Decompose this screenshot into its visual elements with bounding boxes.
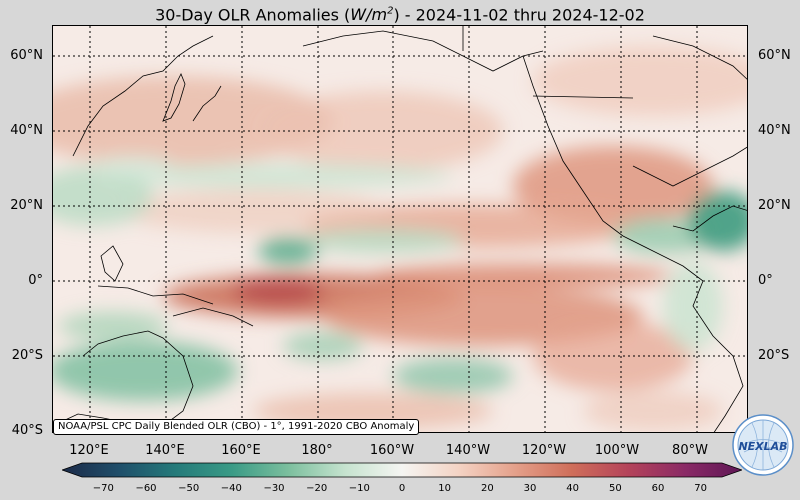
- colorbar-scale: [62, 462, 742, 478]
- colorbar: [62, 462, 742, 478]
- lat-label-left: 0°: [28, 273, 43, 288]
- nexlab-logo: NEXLAB: [732, 414, 794, 476]
- lon-label: 100°W: [594, 443, 640, 458]
- lat-label-left: 20°N: [10, 198, 43, 213]
- map-title: 30-Day OLR Anomalies (W/m2) - 2024-11-02…: [155, 5, 645, 25]
- colorbar-tick-label: 0: [398, 483, 406, 494]
- colorbar-tick-label: 40: [566, 483, 580, 494]
- lon-label: 160°W: [369, 443, 415, 458]
- colorbar-tick-label: 70: [694, 483, 708, 494]
- lat-label-right: 60°N: [758, 48, 791, 63]
- colorbar-tick-label: −70: [92, 483, 114, 494]
- lat-label-right: 20°N: [758, 198, 791, 213]
- lat-label-right: 20°S: [758, 348, 790, 363]
- anomaly-field: [53, 46, 747, 431]
- lon-label: 180°: [301, 443, 333, 458]
- lon-label: 120°W: [521, 443, 567, 458]
- colorbar-tick-label: 30: [523, 483, 537, 494]
- lon-label: 120°E: [69, 443, 109, 458]
- lat-label-right: 0°: [758, 273, 773, 288]
- colorbar-tick-label: −10: [348, 483, 370, 494]
- graticule: [53, 26, 747, 432]
- lat-label-left: 40°S: [11, 423, 43, 438]
- lon-label: 160°E: [221, 443, 261, 458]
- lat-label-left: 40°N: [10, 123, 43, 138]
- lon-label: 80°W: [672, 443, 708, 458]
- colorbar-tick-label: −60: [135, 483, 157, 494]
- lon-label: 140°W: [445, 443, 491, 458]
- olr-anomaly-map: [52, 25, 748, 433]
- colorbar-tick-label: 10: [438, 483, 452, 494]
- colorbar-tick-label: 60: [651, 483, 665, 494]
- colorbar-tick-label: 50: [608, 483, 622, 494]
- colorbar-tick-label: −20: [306, 483, 328, 494]
- colorbar-tick-label: −50: [178, 483, 200, 494]
- map-canvas: [53, 26, 747, 432]
- data-attribution: NOAA/PSL CPC Daily Blended OLR (CBO) - 1…: [53, 419, 420, 435]
- logo-text: NEXLAB: [738, 440, 787, 453]
- colorbar-tick-label: −40: [220, 483, 242, 494]
- lat-label-right: 40°N: [758, 123, 791, 138]
- colorbar-tick-label: 20: [480, 483, 494, 494]
- lat-label-left: 20°S: [11, 348, 43, 363]
- lat-label-left: 60°N: [10, 48, 43, 63]
- lon-label: 140°E: [145, 443, 185, 458]
- coastlines: [62, 26, 747, 432]
- colorbar-tick-label: −30: [263, 483, 285, 494]
